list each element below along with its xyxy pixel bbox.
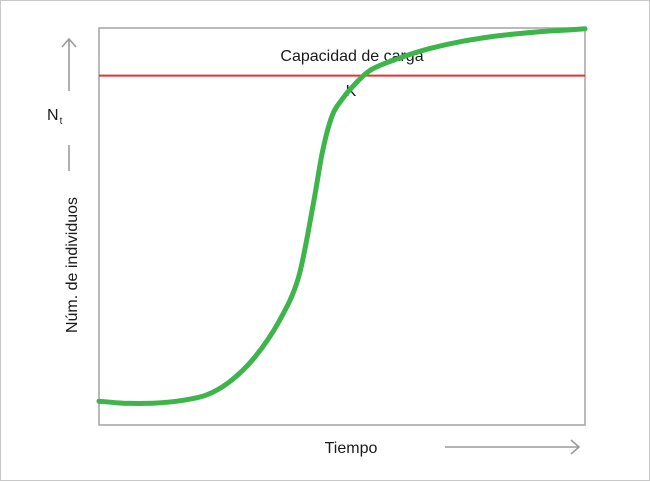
y-axis-label: Núm. de individuos xyxy=(64,197,81,333)
plot-frame xyxy=(98,27,586,426)
logistic-growth-curve xyxy=(96,26,588,406)
x-axis-label: Tiempo xyxy=(325,440,378,457)
x-axis-arrow xyxy=(445,439,581,455)
y-axis-symbol: Nt xyxy=(47,107,63,127)
y-axis-symbol-base: N xyxy=(47,107,59,124)
y-axis-arrow xyxy=(61,37,77,91)
y-axis-symbol-subscript: t xyxy=(60,116,63,127)
